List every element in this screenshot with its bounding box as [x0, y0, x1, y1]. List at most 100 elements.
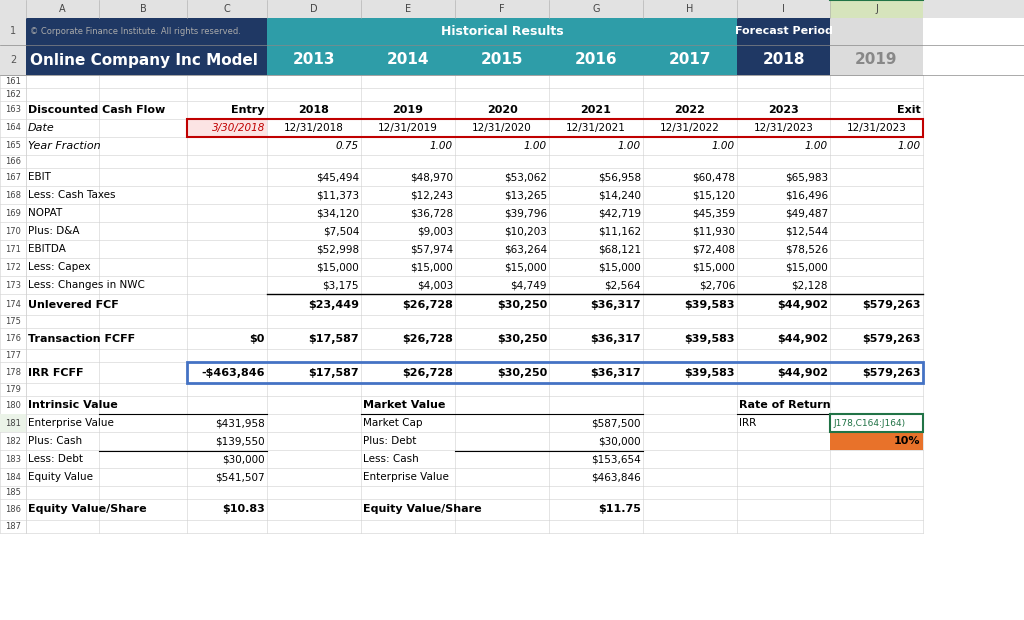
Text: $72,408: $72,408	[692, 244, 735, 254]
Text: 10%: 10%	[894, 436, 920, 446]
Bar	[830, 432, 923, 450]
Text: $4,003: $4,003	[417, 280, 453, 290]
Text: 2: 2	[10, 55, 16, 65]
Text: $4,749: $4,749	[511, 280, 547, 290]
Text: $12,243: $12,243	[410, 190, 453, 200]
Text: 1.00: 1.00	[617, 141, 641, 151]
Text: Rate of Return: Rate of Return	[739, 400, 830, 410]
Text: 2015: 2015	[480, 53, 523, 68]
Text: Less: Cash Taxes: Less: Cash Taxes	[28, 190, 116, 200]
Text: 12/31/2022: 12/31/2022	[660, 123, 720, 133]
Text: I: I	[782, 4, 785, 14]
Bar	[0, 0, 1024, 18]
Text: $17,587: $17,587	[308, 334, 359, 343]
Text: $56,958: $56,958	[598, 172, 641, 182]
Text: EBIT: EBIT	[28, 172, 51, 182]
Text: 2018: 2018	[762, 53, 805, 68]
Text: $78,526: $78,526	[784, 244, 828, 254]
Text: Plus: Cash: Plus: Cash	[28, 436, 82, 446]
Text: $45,494: $45,494	[315, 172, 359, 182]
Text: Discounted Cash Flow: Discounted Cash Flow	[28, 105, 165, 115]
Text: $42,719: $42,719	[598, 208, 641, 218]
Bar	[830, 18, 923, 45]
Text: Forecast Period: Forecast Period	[734, 27, 833, 37]
Text: 1.00: 1.00	[898, 141, 921, 151]
Text: $10,203: $10,203	[504, 226, 547, 236]
Text: Less: Cash: Less: Cash	[362, 454, 419, 464]
Text: 181: 181	[5, 418, 20, 428]
Text: Online Company Inc Model: Online Company Inc Model	[30, 53, 258, 68]
Text: $16,496: $16,496	[784, 190, 828, 200]
Text: Entry: Entry	[231, 105, 265, 115]
Text: $11,373: $11,373	[315, 190, 359, 200]
Text: 2020: 2020	[486, 105, 517, 115]
Text: $15,000: $15,000	[504, 262, 547, 272]
Bar	[187, 119, 923, 137]
Text: 1.00: 1.00	[524, 141, 547, 151]
Text: © Corporate Finance Institute. All rights reserved.: © Corporate Finance Institute. All right…	[30, 27, 241, 36]
Text: 2019: 2019	[855, 53, 898, 68]
Text: 1.00: 1.00	[712, 141, 735, 151]
Text: 2021: 2021	[581, 105, 611, 115]
Text: 162: 162	[5, 90, 20, 99]
Text: 174: 174	[5, 300, 20, 309]
Text: 170: 170	[5, 226, 20, 236]
Bar	[187, 119, 267, 137]
Text: 2016: 2016	[574, 53, 617, 68]
Text: Plus: Debt: Plus: Debt	[362, 436, 417, 446]
Text: $68,121: $68,121	[598, 244, 641, 254]
Text: $36,317: $36,317	[591, 334, 641, 343]
Bar	[26, 18, 267, 45]
Text: Equity Value/Share: Equity Value/Share	[28, 505, 146, 515]
Text: 12/31/2023: 12/31/2023	[847, 123, 906, 133]
Bar	[0, 414, 26, 432]
Text: 2014: 2014	[387, 53, 429, 68]
Bar	[0, 45, 26, 75]
Text: 172: 172	[5, 262, 20, 272]
Text: $26,728: $26,728	[402, 368, 453, 378]
Bar	[361, 0, 455, 18]
Text: $11.75: $11.75	[598, 505, 641, 515]
Text: $12,544: $12,544	[784, 226, 828, 236]
Text: $15,000: $15,000	[692, 262, 735, 272]
Text: 2017: 2017	[669, 53, 712, 68]
Text: 171: 171	[5, 244, 20, 254]
Text: 163: 163	[5, 105, 22, 115]
Text: $39,583: $39,583	[684, 368, 735, 378]
Text: NOPAT: NOPAT	[28, 208, 62, 218]
Text: 184: 184	[5, 472, 20, 482]
Text: $11,162: $11,162	[598, 226, 641, 236]
Text: 179: 179	[5, 385, 20, 394]
Bar	[737, 18, 830, 45]
Text: $30,250: $30,250	[497, 299, 547, 309]
Text: A: A	[59, 4, 66, 14]
Text: $53,062: $53,062	[504, 172, 547, 182]
Bar	[0, 0, 26, 18]
Text: $579,263: $579,263	[862, 299, 921, 309]
Text: 2023: 2023	[768, 105, 799, 115]
Text: $587,500: $587,500	[592, 418, 641, 428]
Bar	[455, 0, 549, 18]
Bar	[830, 414, 923, 432]
Text: $0: $0	[250, 334, 265, 343]
Text: D: D	[310, 4, 317, 14]
Text: $60,478: $60,478	[692, 172, 735, 182]
Text: 177: 177	[5, 351, 22, 360]
Text: Equity Value/Share: Equity Value/Share	[362, 505, 481, 515]
Text: 180: 180	[5, 401, 20, 409]
Text: $2,128: $2,128	[792, 280, 828, 290]
Text: Year Fraction: Year Fraction	[28, 141, 100, 151]
Text: 178: 178	[5, 368, 22, 377]
Text: 12/31/2020: 12/31/2020	[472, 123, 531, 133]
Text: 185: 185	[5, 488, 20, 497]
Text: $579,263: $579,263	[862, 334, 921, 343]
Text: Historical Results: Historical Results	[440, 25, 563, 38]
Text: 2019: 2019	[392, 105, 424, 115]
Text: $44,902: $44,902	[777, 368, 828, 378]
Text: 1: 1	[10, 27, 16, 37]
Text: IRR FCFF: IRR FCFF	[28, 368, 84, 378]
Text: Date: Date	[28, 123, 54, 133]
Text: $7,504: $7,504	[323, 226, 359, 236]
Text: $431,958: $431,958	[215, 418, 265, 428]
Bar	[187, 362, 923, 383]
